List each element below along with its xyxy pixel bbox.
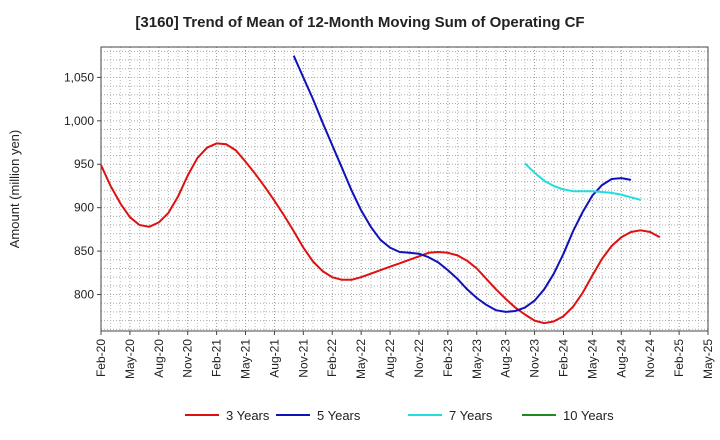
x-tick-label: Aug-20: [152, 339, 166, 378]
legend-label-3-years: 3 Years: [226, 408, 270, 423]
y-tick-label: 900: [74, 201, 94, 215]
legend: 3 Years 5 Years 7 Years 10 Years: [185, 408, 614, 423]
x-tick-label: Feb-21: [210, 339, 224, 377]
x-tick-label: May-24: [585, 339, 599, 379]
y-tick-label: 1,050: [64, 70, 94, 84]
x-tick-label: May-23: [470, 339, 484, 379]
x-tick-label: Nov-24: [643, 339, 657, 378]
series-line-3-years: [100, 142, 661, 325]
x-tick-label: Feb-24: [556, 339, 570, 377]
x-tick-label: Nov-22: [412, 339, 426, 378]
x-tick-label: May-25: [701, 339, 715, 379]
x-tick-label: Feb-23: [441, 339, 455, 377]
x-tick-label: Nov-23: [528, 339, 542, 378]
y-axis: 800 850 900 950 1,000 1,050: [64, 70, 101, 302]
grid: [100, 47, 709, 331]
x-tick-label: Aug-24: [614, 339, 628, 378]
x-tick-label: May-21: [239, 339, 253, 379]
x-tick-label: May-22: [354, 339, 368, 379]
x-tick-label: Feb-22: [325, 339, 339, 377]
y-tick-label: 850: [74, 244, 94, 258]
series-line-7-years: [524, 162, 641, 201]
y-axis-label: Amount (million yen): [7, 130, 22, 249]
x-tick-label: Aug-21: [267, 339, 281, 378]
legend-label-5-years: 5 Years: [317, 408, 361, 423]
y-tick-label: 950: [74, 157, 94, 171]
plot-frame: [100, 46, 709, 332]
chart-title: [3160] Trend of Mean of 12-Month Moving …: [135, 14, 585, 31]
x-tick-label: Nov-20: [181, 339, 195, 378]
x-tick-label: May-20: [123, 339, 137, 379]
series-line-5-years: [292, 55, 632, 313]
y-tick-label: 800: [74, 288, 94, 302]
x-tick-label: Feb-25: [672, 339, 686, 377]
legend-label-7-years: 7 Years: [449, 408, 493, 423]
x-tick-label: Feb-20: [94, 339, 108, 377]
x-axis: Feb-20 May-20 Aug-20 Nov-20 Feb-21 May-21 Aug-…: [94, 331, 715, 379]
x-tick-label: Nov-21: [296, 339, 310, 378]
x-tick-label: Aug-22: [383, 339, 397, 378]
y-tick-label: 1,000: [64, 114, 94, 128]
series-layer: [100, 55, 661, 325]
x-tick-label: Aug-23: [499, 339, 513, 378]
legend-label-10-years: 10 Years: [563, 408, 614, 423]
